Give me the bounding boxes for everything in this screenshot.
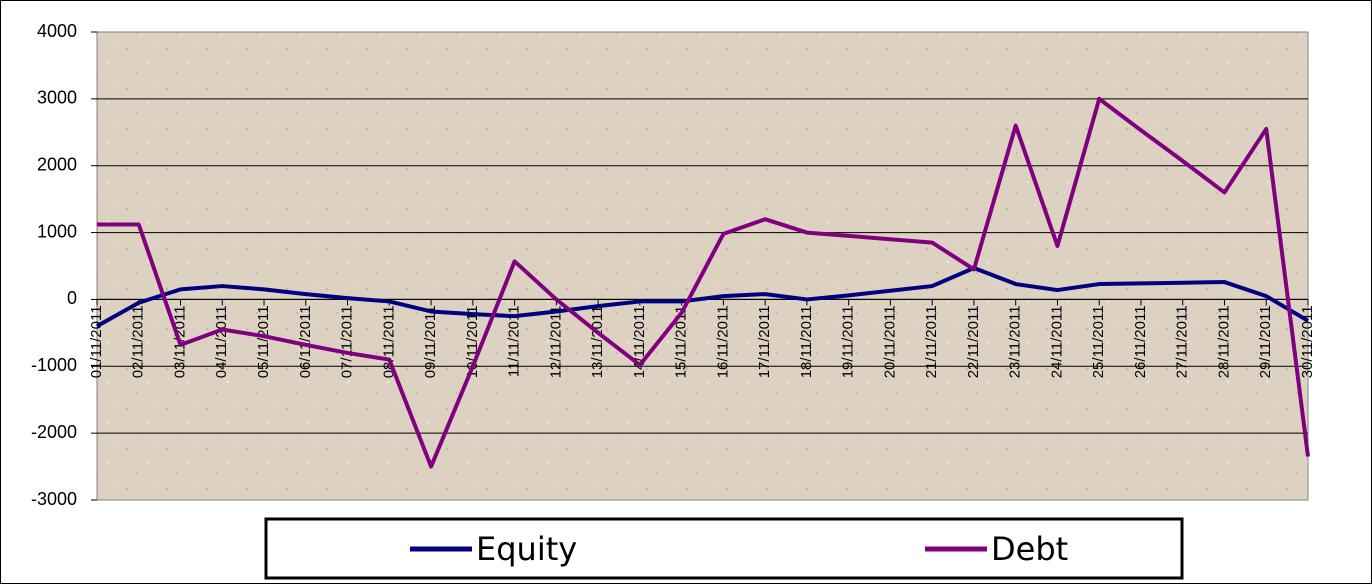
- x-tick-label: 21/11/2011: [923, 305, 940, 378]
- x-tick-label: 08/11/2011: [380, 305, 397, 378]
- x-tick-label: 05/11/2011: [255, 305, 272, 378]
- x-tick-label: 23/11/2011: [1007, 305, 1024, 378]
- x-tick-label: 14/11/2011: [631, 305, 648, 378]
- y-tick-label: -1000: [31, 355, 77, 375]
- x-tick-label: 16/11/2011: [714, 305, 731, 378]
- x-tick-label: 29/11/2011: [1257, 305, 1274, 378]
- x-tick-label: 09/11/2011: [422, 305, 439, 378]
- x-tick-label: 27/11/2011: [1174, 305, 1191, 378]
- y-tick-label: 2000: [37, 154, 77, 174]
- x-tick-label: 13/11/2011: [589, 305, 606, 378]
- legend-label: Equity: [476, 530, 577, 568]
- legend-label: Debt: [991, 530, 1068, 568]
- x-tick-label: 22/11/2011: [965, 305, 982, 378]
- x-tick-label: 02/11/2011: [130, 305, 147, 378]
- y-tick-label: 3000: [37, 88, 77, 108]
- series-line: [96, 266, 1310, 328]
- x-tick-label: 28/11/2011: [1215, 305, 1232, 378]
- y-tick-label: -3000: [31, 489, 77, 509]
- x-tick-label: 20/11/2011: [881, 305, 898, 378]
- x-tick-label: 24/11/2011: [1048, 305, 1065, 378]
- x-tick-label: 25/11/2011: [1090, 305, 1107, 378]
- x-tick-label: 04/11/2011: [213, 305, 230, 378]
- y-tick-label: -2000: [31, 422, 77, 442]
- x-tick-label: 19/11/2011: [840, 305, 857, 378]
- plot-area: [96, 31, 1309, 501]
- x-tick-label: 07/11/2011: [339, 305, 356, 378]
- x-tick-label: 17/11/2011: [756, 305, 773, 378]
- y-tick-label: 0: [67, 288, 77, 308]
- y-tick-label: 4000: [37, 21, 77, 41]
- y-tick-label: 1000: [37, 221, 77, 241]
- x-tick-label: 12/11/2011: [547, 305, 564, 378]
- x-tick-label: 26/11/2011: [1132, 305, 1149, 378]
- x-tick-label: 01/11/2011: [88, 305, 105, 378]
- series-line: [97, 96, 1310, 469]
- x-tick-label: 18/11/2011: [798, 305, 815, 378]
- x-tick-label: 11/11/2011: [506, 305, 523, 377]
- x-tick-label: 30/11/2011: [1299, 305, 1316, 378]
- x-tick-label: 06/11/2011: [297, 305, 314, 378]
- x-tick-label: 15/11/2011: [673, 305, 690, 378]
